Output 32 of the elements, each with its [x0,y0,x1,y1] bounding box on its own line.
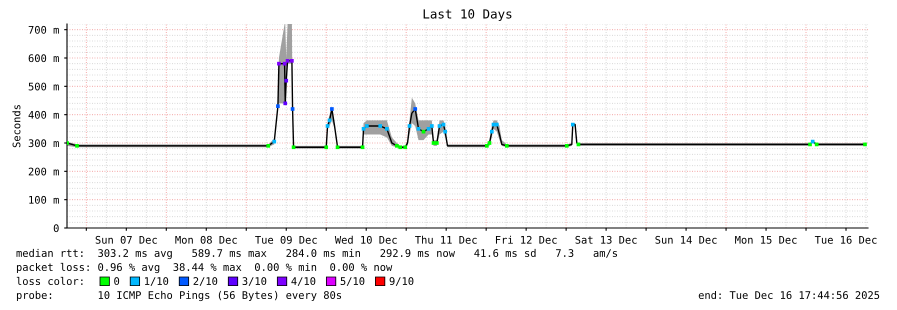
y-axis-title: Seconds [12,105,20,148]
text: end: Tue Dec 16 17:44:56 2025 [698,290,880,300]
y-tick-label: 400 m [28,110,59,119]
x-tick-label: Sun 14 Dec [655,236,717,244]
x-tick-label: Mon 08 Dec [175,236,237,244]
y-tick-label: 700 m [28,26,59,34]
chart-title: Last 10 Days [424,9,512,22]
legend-label: 3/10 [242,277,266,286]
x-tick-label: Fri 12 Dec [496,236,557,244]
y-tick-label: 0 [54,224,59,232]
y-tick-label: 300 m [28,139,59,148]
legend-label: 5/10 [340,277,364,286]
y-tick-label: 600 m [28,54,59,62]
y-tick-label: 200 m [28,168,59,176]
legend-label: 4/10 [291,277,316,286]
x-tick-label: Tue 16 Dec [814,236,876,244]
y-tick-label: 100 m [29,196,59,204]
x-tick-label: Sat 13 Dec [575,236,637,244]
text: probe: 10 ICMP Echo Pings (56 Bytes) every 80s [16,290,342,302]
x-tick-label: Sun 07 Dec [96,236,157,244]
x-tick-label: Thu 11 Dec [415,236,477,244]
text: packet loss: 0.96 % avg 38.44 % max 0.00 % min 0.00 % now [16,262,392,274]
x-tick-label: Mon 15 Dec [735,236,797,244]
legend-label: 0 [114,277,120,286]
legend-label: 9/10 [390,277,414,286]
y-tick-label: 500 m [28,82,59,90]
text: median rtt: 303.2 ms avg 589.7 ms max 284.0 ms min 292.9 ms now 41.6 ms sd 7.3 am/s [16,248,618,260]
x-tick-label: Tue 09 Dec [255,236,317,244]
x-tick-label: Wed 10 Dec [334,236,397,244]
legend-label: 2/10 [194,277,218,286]
legend-label: 1/10 [145,277,168,286]
legend-title: loss color: [16,276,82,286]
